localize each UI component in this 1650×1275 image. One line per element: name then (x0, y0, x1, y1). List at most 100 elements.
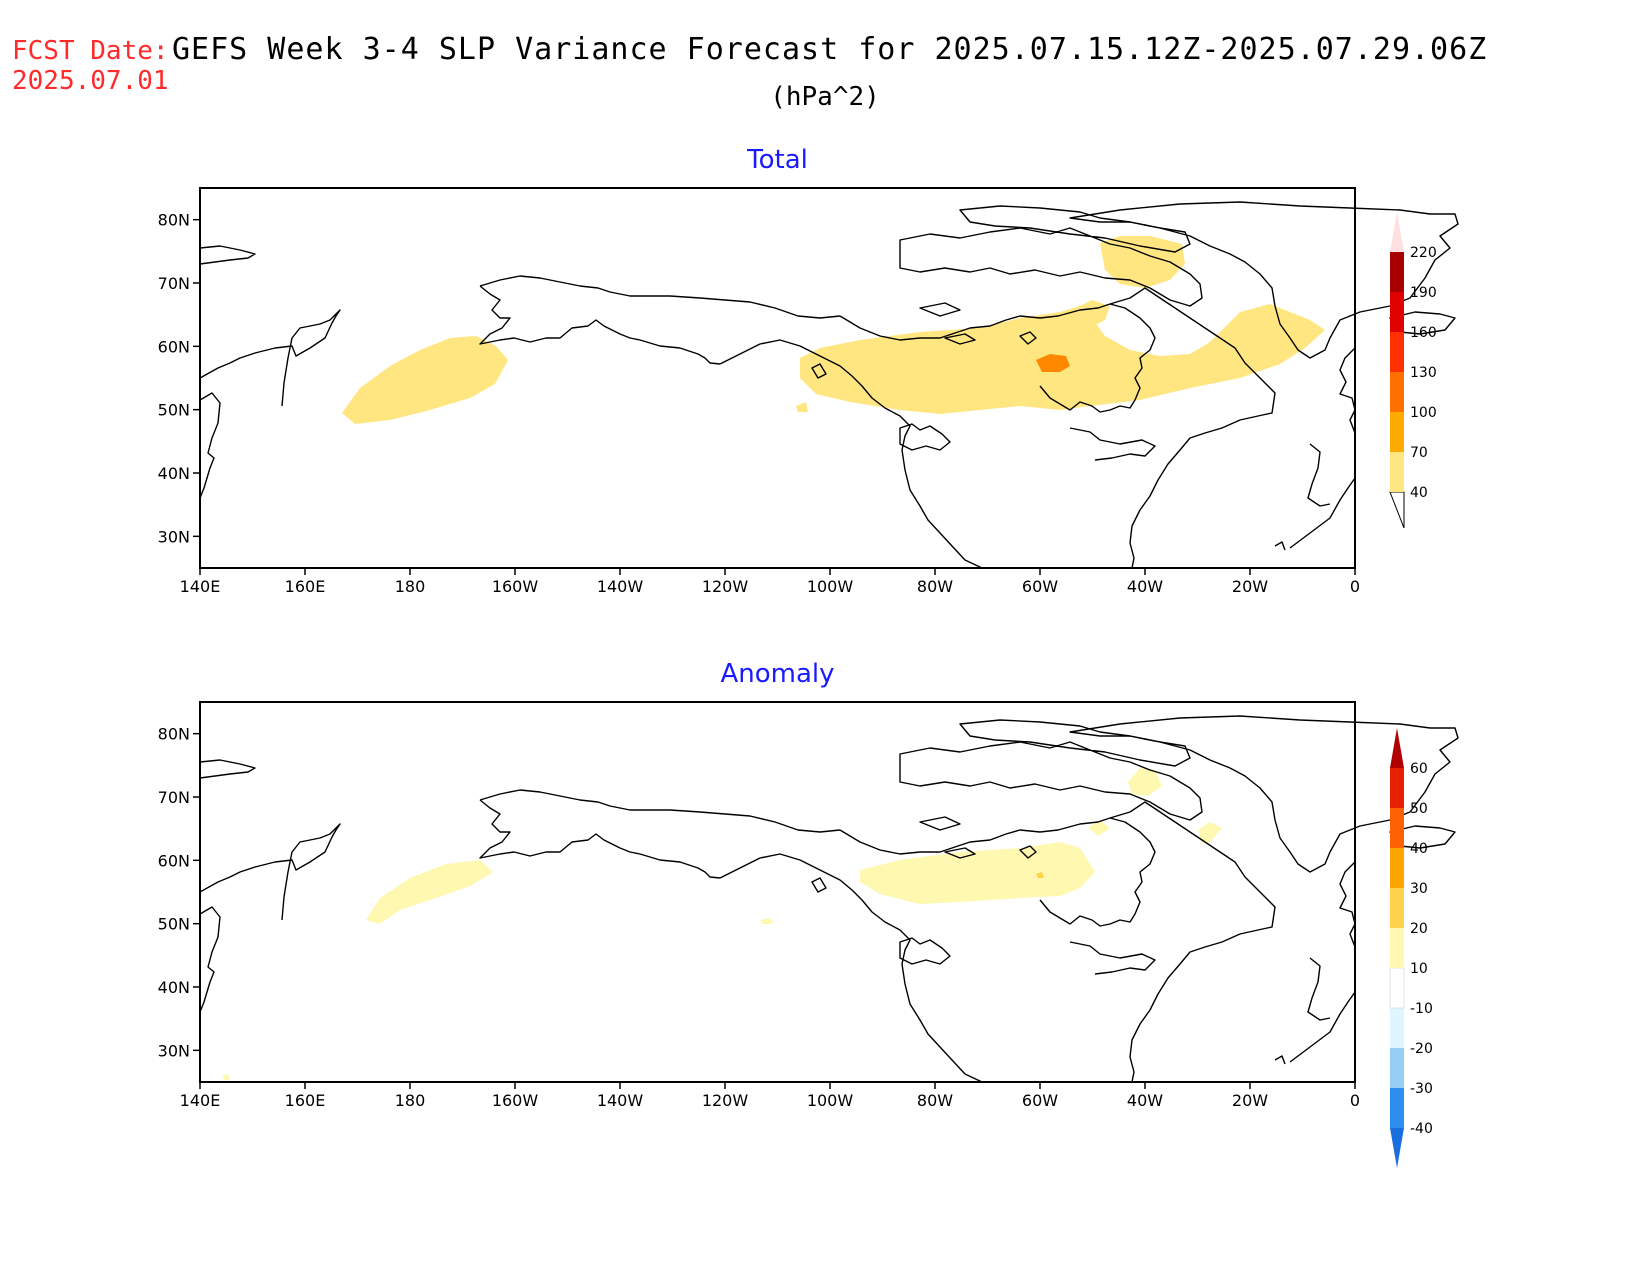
y-tick-label: 70N (158, 788, 190, 807)
variance-shading (1036, 354, 1070, 372)
colorbar: 40 70 100 130 160 190 220 (1389, 212, 1437, 529)
colorbar-label: 50 (1410, 801, 1428, 817)
map-panel-total: Total 140E 160E 180 160W 140W 120W 100W 80W 60W 40… (158, 145, 1459, 596)
y-tick-label: 50N (158, 915, 190, 934)
y-tick-label: 70N (158, 274, 190, 293)
y-tick-label: 80N (158, 725, 190, 744)
colorbar-segment (1390, 928, 1404, 968)
variance-shading (1100, 236, 1185, 288)
x-tick-label: 0 (1350, 1091, 1360, 1110)
colorbar-segment (1390, 252, 1404, 292)
colorbar-label: -40 (1410, 1121, 1433, 1137)
colorbar-segment (1390, 372, 1404, 412)
colorbar-segment (1390, 808, 1404, 848)
colorbar-arrow-down (1390, 1128, 1404, 1168)
x-tick-label: 0 (1350, 577, 1360, 596)
colorbar-label: -10 (1410, 1001, 1433, 1017)
colorbar-label: 100 (1410, 405, 1437, 421)
colorbar-segment (1390, 452, 1404, 492)
y-tick-label: 60N (158, 851, 190, 870)
colorbar: -40 -30 -20 -10 10 20 30 40 50 60 (1389, 728, 1433, 1168)
x-tick-label: 120W (702, 1091, 749, 1110)
variance-shading (1088, 820, 1110, 836)
colorbar-segment (1390, 1048, 1404, 1088)
colorbar-arrow-down (1389, 491, 1405, 529)
x-tick-label: 140E (180, 577, 221, 596)
x-tick-label: 180 (395, 1091, 426, 1110)
y-tick-label: 40N (158, 978, 190, 997)
y-tick-label: 40N (158, 464, 190, 483)
colorbar-segment (1390, 1008, 1404, 1048)
variance-shading (1198, 822, 1222, 844)
colorbar-segment (1390, 1088, 1404, 1128)
panel-title: Anomaly (720, 659, 834, 689)
y-tick-label: 50N (158, 401, 190, 420)
map-area (199, 187, 1459, 569)
variance-shading (366, 860, 493, 924)
colorbar-segment (1390, 332, 1404, 372)
x-tick-label: 160E (285, 1091, 326, 1110)
colorbar-arrow-up (1390, 212, 1404, 252)
panel-title: Total (746, 145, 808, 175)
y-tick-label: 60N (158, 337, 190, 356)
x-tick-label: 160W (492, 1091, 539, 1110)
x-tick-label: 160E (285, 577, 326, 596)
x-tick-label: 20W (1232, 1091, 1268, 1110)
x-tick-label: 100W (807, 577, 854, 596)
forecast-date-value: 2025.07.01 (12, 66, 169, 96)
units-label: (hPa^2) (770, 82, 880, 112)
x-tick-label: 60W (1022, 577, 1058, 596)
map-panel-anomaly: Anomaly 140E 160E 180 160W 140W 120W 100W 80W 60W… (158, 659, 1459, 1168)
variance-shading (1036, 872, 1044, 878)
map-background (200, 702, 1355, 1082)
colorbar-segment (1390, 848, 1404, 888)
variance-shading (860, 842, 1095, 904)
variance-shading (760, 918, 774, 924)
x-tick-label: 160W (492, 577, 539, 596)
colorbar-label: 40 (1410, 841, 1428, 857)
colorbar-label: 160 (1410, 325, 1437, 341)
x-tick-label: 40W (1127, 1091, 1163, 1110)
x-tick-label: 20W (1232, 577, 1268, 596)
colorbar-label: 70 (1410, 445, 1428, 461)
map-frame (199, 187, 1356, 569)
variance-shading (222, 1074, 230, 1080)
variance-shading (1128, 768, 1162, 796)
variance-shading (342, 336, 508, 424)
map-frame (199, 701, 1356, 1083)
forecast-date-block: FCST Date: 2025.07.01 (12, 36, 169, 96)
colorbar-segment (1390, 292, 1404, 332)
x-tick-label: 80W (917, 577, 953, 596)
x-tick-label: 180 (395, 577, 426, 596)
colorbar-segment (1389, 967, 1405, 1009)
x-tick-label: 60W (1022, 1091, 1058, 1110)
x-tick-label: 120W (702, 577, 749, 596)
colorbar-label: 190 (1410, 285, 1437, 301)
colorbar-segment (1390, 412, 1404, 452)
colorbar-label: 220 (1410, 245, 1437, 261)
colorbar-segment (1390, 768, 1404, 808)
colorbar-arrow-up (1390, 728, 1404, 768)
y-tick-label: 30N (158, 1041, 190, 1060)
x-tick-label: 40W (1127, 577, 1163, 596)
x-tick-label: 140W (597, 577, 644, 596)
y-tick-label: 30N (158, 527, 190, 546)
y-tick-label: 80N (158, 211, 190, 230)
colorbar-label: 30 (1410, 881, 1428, 897)
colorbar-label: 40 (1410, 485, 1428, 501)
colorbar-label: 130 (1410, 365, 1437, 381)
x-tick-label: 140E (180, 1091, 221, 1110)
page-title: GEFS Week 3-4 SLP Variance Forecast for … (172, 32, 1488, 67)
forecast-date-label: FCST Date: (12, 36, 169, 66)
colorbar-label: -20 (1410, 1041, 1433, 1057)
x-tick-label: 100W (807, 1091, 854, 1110)
colorbar-label: 10 (1410, 961, 1428, 977)
colorbar-segment (1390, 888, 1404, 928)
x-tick-label: 80W (917, 1091, 953, 1110)
colorbar-label: 20 (1410, 921, 1428, 937)
colorbar-label: 60 (1410, 761, 1428, 777)
colorbar-label: -30 (1410, 1081, 1433, 1097)
variance-shading (796, 402, 808, 412)
x-tick-label: 140W (597, 1091, 644, 1110)
